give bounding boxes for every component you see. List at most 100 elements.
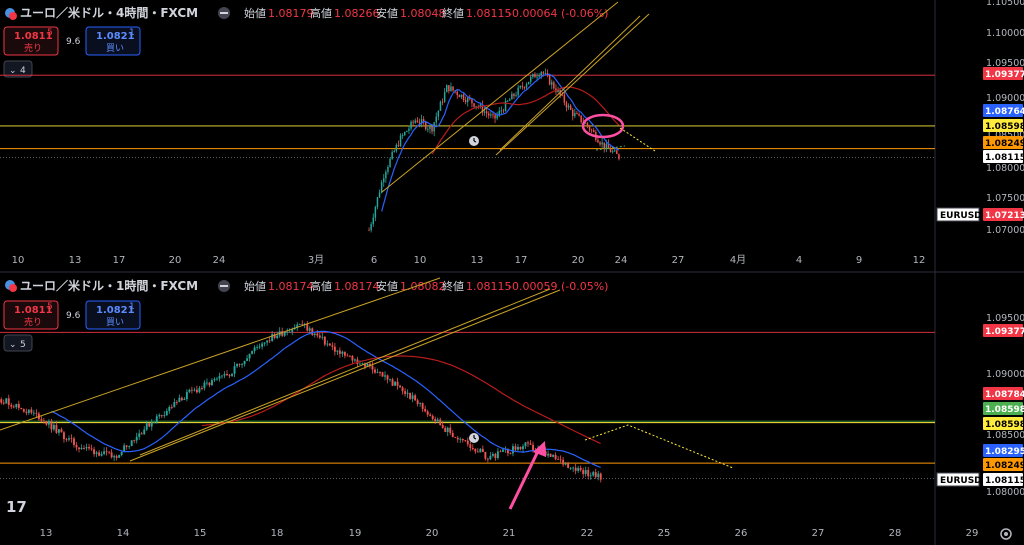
projection-line[interactable] xyxy=(595,145,626,151)
price-badge[interactable] xyxy=(983,208,1023,221)
candle-body xyxy=(15,403,18,408)
channel-line[interactable] xyxy=(129,289,561,462)
collapse-button[interactable] xyxy=(218,7,230,19)
symbol-tag[interactable] xyxy=(936,472,980,487)
candle-body xyxy=(469,97,471,100)
candle-body xyxy=(506,100,509,102)
candle-body xyxy=(253,347,256,352)
price-badge[interactable] xyxy=(983,119,1023,132)
price-badge[interactable] xyxy=(983,458,1023,471)
candle-body xyxy=(236,363,238,367)
candle-body xyxy=(323,336,326,345)
candle-body xyxy=(616,150,618,155)
candle-body xyxy=(12,406,15,408)
time-tick-label: 4 xyxy=(796,255,802,266)
chevron-down-icon: ⌄ xyxy=(9,66,17,76)
candle-body xyxy=(548,75,551,85)
buy-box[interactable]: 1.0821 1 買い xyxy=(85,26,141,56)
ohlc-value-2: 1.08048 xyxy=(400,7,446,20)
candle-body xyxy=(439,419,442,426)
projection-line[interactable] xyxy=(619,127,656,152)
candle-body xyxy=(95,452,98,454)
time-tick-label: 13 xyxy=(471,255,484,266)
sell-box[interactable]: 1.0811 5 売り xyxy=(3,300,59,330)
candle-body xyxy=(419,403,422,404)
channel-line[interactable] xyxy=(499,15,641,151)
candle-body xyxy=(368,230,370,231)
channel-line[interactable] xyxy=(139,288,551,456)
price-badge[interactable] xyxy=(983,417,1023,430)
candle-body xyxy=(268,340,271,342)
candle-body xyxy=(395,144,398,152)
channel-line[interactable] xyxy=(495,13,650,156)
highlight-ellipse[interactable] xyxy=(581,113,625,139)
candle-body xyxy=(496,451,499,459)
price-badge-label: 1.07213 xyxy=(985,211,1024,221)
candle-body xyxy=(411,395,414,399)
candle-body xyxy=(410,121,412,129)
indicator-toggle[interactable]: ⌄ 5 xyxy=(3,334,33,352)
candle-body xyxy=(341,351,344,354)
time-tick-label: 6 xyxy=(371,255,377,266)
candle-body xyxy=(551,82,553,85)
symbol-tag[interactable] xyxy=(936,207,980,222)
chevron-down-icon: ⌄ xyxy=(9,340,17,350)
time-tick-label: 28 xyxy=(889,528,902,539)
time-tick-label: 20 xyxy=(572,255,585,266)
annotation-arrow-head[interactable] xyxy=(533,441,546,457)
candle-body xyxy=(603,142,605,149)
candle-body xyxy=(103,451,106,454)
annotation-arrow-shaft[interactable] xyxy=(508,446,542,510)
candle-body xyxy=(569,105,572,110)
price-badge[interactable] xyxy=(983,67,1023,80)
candle-body xyxy=(326,343,329,345)
buy-box[interactable]: 1.0821 1 買い xyxy=(85,300,141,330)
candle-body xyxy=(426,411,429,415)
price-badge[interactable] xyxy=(983,150,1023,163)
candle-body xyxy=(356,359,359,364)
buy-price-sup: 1 xyxy=(129,28,135,38)
price-badge[interactable] xyxy=(983,444,1023,457)
candle-body xyxy=(475,106,477,108)
time-tick-label: 19 xyxy=(349,528,362,539)
candle-body xyxy=(226,374,228,376)
candle-body xyxy=(464,100,467,103)
price-badge-label: 1.08598 xyxy=(985,420,1024,430)
time-tick-label: 20 xyxy=(169,255,182,266)
candle-body xyxy=(93,449,96,454)
candle-body xyxy=(60,429,63,433)
channel-line[interactable] xyxy=(0,277,441,431)
price-badge[interactable] xyxy=(983,402,1023,415)
sell-box[interactable]: 1.0811 5 売り xyxy=(3,26,59,56)
candle-body xyxy=(78,447,80,450)
price-badge[interactable] xyxy=(983,473,1023,486)
price-badge[interactable] xyxy=(983,136,1023,149)
candle-body xyxy=(574,113,576,117)
time-tick-label: 20 xyxy=(426,528,439,539)
buy-price-sup: 1 xyxy=(129,302,135,312)
settings-gear-icon[interactable] xyxy=(1000,528,1012,540)
candle-body xyxy=(216,378,218,380)
symbol-icon xyxy=(5,280,17,292)
candle-body xyxy=(564,463,567,465)
price-badge[interactable] xyxy=(983,324,1023,337)
price-badge[interactable] xyxy=(983,104,1023,117)
price-badge[interactable] xyxy=(983,387,1023,400)
price-tick-label: 1.10000 xyxy=(986,28,1024,39)
collapse-button[interactable] xyxy=(218,280,230,292)
candle-body xyxy=(185,391,188,400)
indicator-toggle[interactable]: ⌄ 4 xyxy=(3,60,33,78)
sell-price-sup: 5 xyxy=(47,302,53,312)
candle-body xyxy=(221,375,223,377)
candle-body xyxy=(30,409,33,413)
candle-body xyxy=(266,340,269,343)
ohlc-value-2: 1.08082 xyxy=(400,280,446,293)
ohlc-label-1: 高値 xyxy=(310,6,332,20)
projection-line[interactable] xyxy=(584,424,734,469)
candle-body xyxy=(584,122,587,124)
candle-body xyxy=(488,113,490,116)
channel-line[interactable] xyxy=(381,1,619,193)
